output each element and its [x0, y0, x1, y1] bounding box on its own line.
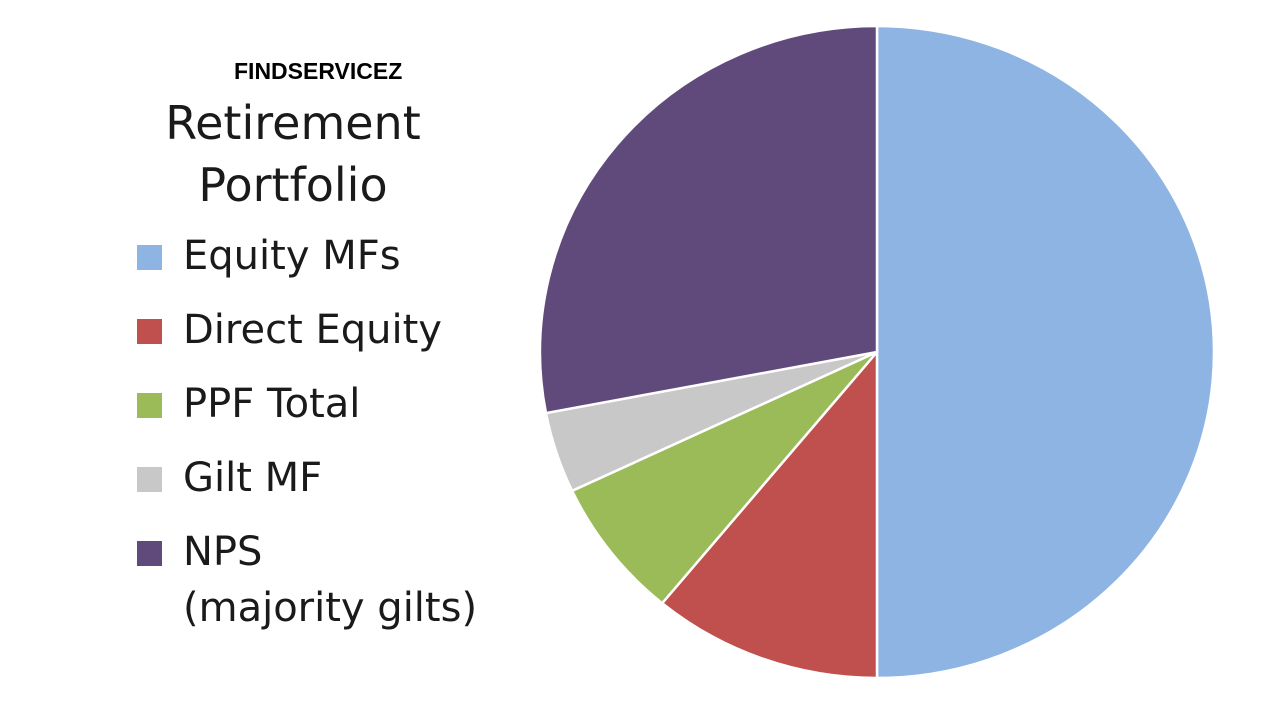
legend-item-ppf-total: PPF Total: [137, 376, 477, 450]
legend-label: NPS: [183, 529, 263, 575]
legend-swatch: [137, 541, 162, 566]
legend-swatch: [137, 319, 162, 344]
legend-swatch: [137, 393, 162, 418]
legend-label: Gilt MF: [183, 455, 323, 501]
pie-slice-direct-equity: [660, 348, 879, 680]
watermark: FINDSERVICEZ: [234, 58, 403, 84]
legend-item-gilt-mf: Gilt MF: [137, 450, 477, 524]
title-line-2: Portfolio: [198, 158, 388, 212]
pie-slice-ppf-total: [570, 350, 878, 605]
legend-item-equity-mfs: Equity MFs: [137, 228, 477, 302]
pie-slice-equity-mfs: [875, 24, 1216, 680]
legend-item-direct-equity: Direct Equity: [137, 302, 477, 376]
legend-item-nps: NPS (majority gilts): [137, 524, 477, 631]
legend: Equity MFs Direct Equity PPF Total Gilt …: [137, 228, 477, 631]
legend-swatch: [137, 467, 162, 492]
legend-label: Direct Equity: [183, 307, 442, 353]
title-line-1: Retirement: [165, 96, 421, 150]
pie-slice-nps: [538, 24, 879, 415]
legend-label-sub: (majority gilts): [183, 585, 478, 631]
legend-label: PPF Total: [183, 381, 361, 427]
legend-label: Equity MFs: [183, 233, 401, 279]
legend-swatch: [137, 245, 162, 270]
chart-title: Retirement Portfolio: [140, 92, 446, 216]
